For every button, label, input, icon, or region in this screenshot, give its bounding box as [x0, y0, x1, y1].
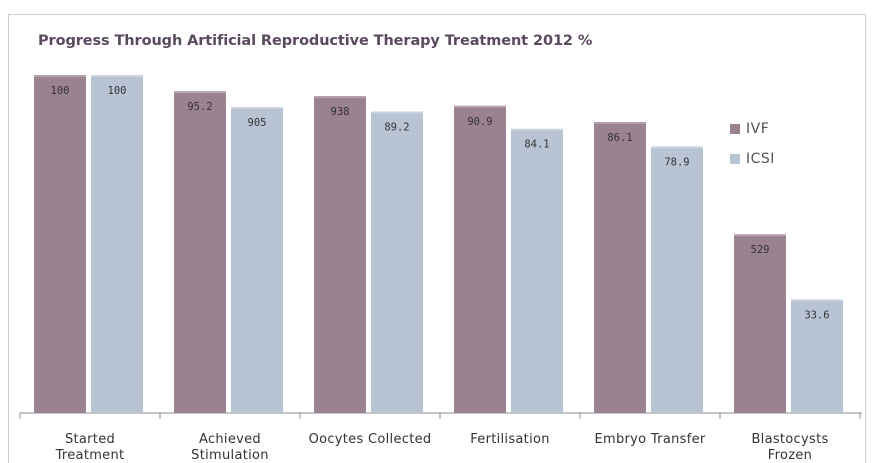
data-label-icsi-4: 78.9 — [664, 156, 689, 168]
data-label-ivf-5: 529 — [751, 244, 770, 256]
x-tick-label-1: Stimulation — [191, 448, 269, 463]
x-tick-label-0: Treatment — [55, 448, 125, 463]
bar-highlight-icsi-4 — [651, 146, 703, 149]
legend-item-icsi: ICSI — [730, 148, 775, 170]
data-label-icsi-1: 905 — [248, 117, 267, 129]
legend-swatch-ivf — [730, 124, 740, 134]
bar-ivf-2 — [314, 95, 366, 414]
data-label-icsi-0: 100 — [108, 85, 127, 97]
bar-ivf-3 — [454, 105, 506, 414]
bar-icsi-1 — [231, 107, 283, 414]
bar-highlight-icsi-2 — [371, 111, 423, 114]
x-tick-label-2: Oocytes Collected — [309, 432, 432, 447]
x-tick-label-5: Frozen — [768, 448, 812, 463]
x-tick-label-0: Started — [65, 432, 115, 447]
bar-highlight-ivf-0 — [34, 75, 86, 77]
chart-legend: IVF ICSI — [730, 118, 775, 178]
data-label-icsi-3: 84.1 — [524, 139, 549, 151]
chart-title: Progress Through Artificial Reproductive… — [38, 33, 593, 49]
bar-ivf-1 — [174, 91, 226, 413]
x-tick-label-1: Achieved — [199, 432, 261, 447]
data-label-icsi-2: 89.2 — [384, 122, 409, 134]
data-label-ivf-0: 100 — [51, 85, 70, 97]
bar-icsi-5 — [791, 299, 843, 413]
bar-ivf-0 — [34, 75, 86, 413]
bar-ivf-4 — [594, 121, 646, 414]
data-label-ivf-1: 95.2 — [187, 101, 212, 113]
bar-highlight-icsi-0 — [91, 75, 143, 77]
bar-icsi-3 — [511, 128, 563, 413]
bar-highlight-icsi-3 — [511, 128, 563, 131]
data-label-ivf-2: 938 — [331, 106, 350, 118]
bar-icsi-4 — [651, 146, 703, 413]
bar-highlight-ivf-4 — [594, 121, 646, 124]
legend-label-icsi: ICSI — [746, 151, 775, 167]
legend-swatch-icsi — [730, 154, 740, 164]
bar-icsi-0 — [91, 75, 143, 413]
x-tick-label-4: Embryo Transfer — [594, 432, 705, 447]
data-label-icsi-5: 33.6 — [804, 309, 829, 321]
data-label-ivf-4: 86.1 — [607, 132, 632, 144]
data-label-ivf-3: 90.9 — [467, 116, 492, 128]
chart-frame — [8, 14, 866, 463]
bar-highlight-ivf-3 — [454, 105, 506, 108]
bar-highlight-icsi-5 — [791, 299, 843, 302]
bar-highlight-ivf-5 — [734, 234, 786, 237]
bar-icsi-2 — [371, 111, 423, 413]
legend-item-ivf: IVF — [730, 118, 775, 140]
bar-highlight-icsi-1 — [231, 107, 283, 110]
bar-highlight-ivf-2 — [314, 95, 366, 98]
bar-highlight-ivf-1 — [174, 91, 226, 94]
x-tick-label-3: Fertilisation — [470, 432, 550, 447]
legend-label-ivf: IVF — [746, 121, 770, 137]
x-tick-label-5: Blastocysts — [751, 432, 828, 447]
bar-ivf-5 — [734, 234, 786, 413]
